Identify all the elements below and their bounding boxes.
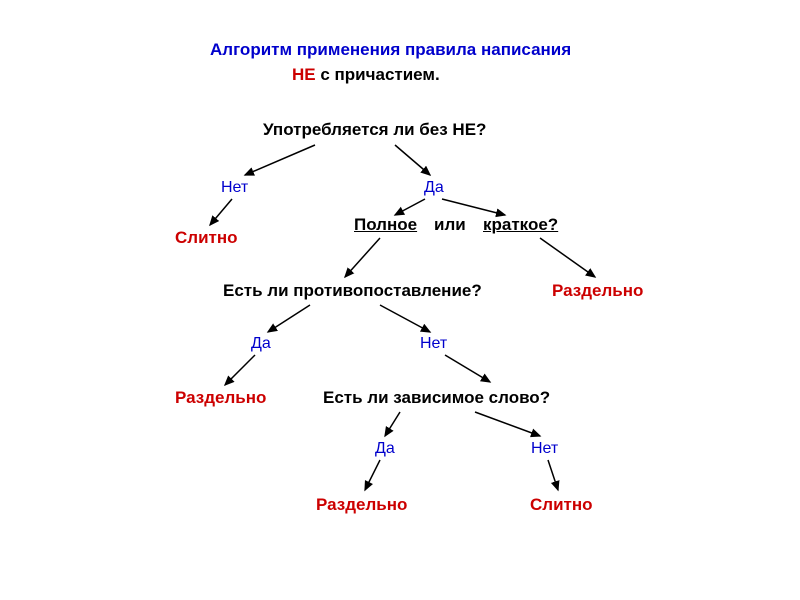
q2-short-wrap: краткое? bbox=[483, 215, 558, 235]
title-ne: НЕ bbox=[292, 65, 316, 84]
r5-slitno: Слитно bbox=[530, 495, 593, 515]
r1-slitno: Слитно bbox=[175, 228, 238, 248]
q2-or: или bbox=[434, 215, 466, 235]
q1-used-without-ne: Употребляется ли без НЕ? bbox=[263, 120, 486, 140]
q2-full: Полное bbox=[354, 215, 417, 234]
title-line1: Алгоритм применения правила написания bbox=[210, 40, 571, 60]
q3-no: Нет bbox=[420, 335, 447, 353]
r4-razdelno: Раздельно bbox=[316, 495, 407, 515]
q4-dependent-word: Есть ли зависимое слово? bbox=[323, 388, 550, 408]
q2-short: краткое? bbox=[483, 215, 558, 234]
q4-no: Нет bbox=[531, 440, 558, 458]
title-line2: НЕ с причастием. bbox=[292, 65, 440, 85]
q1-yes: Да bbox=[424, 179, 444, 197]
q4-yes: Да bbox=[375, 440, 395, 458]
q2-full-or-short: Полное bbox=[354, 215, 417, 235]
r3-razdelno: Раздельно bbox=[175, 388, 266, 408]
r2-razdelno: Раздельно bbox=[552, 281, 643, 301]
title-rest: с причастием. bbox=[316, 65, 440, 84]
q3-yes: Да bbox=[251, 335, 271, 353]
q1-no: Нет bbox=[221, 179, 248, 197]
q3-contrast: Есть ли противопоставление? bbox=[223, 281, 482, 301]
